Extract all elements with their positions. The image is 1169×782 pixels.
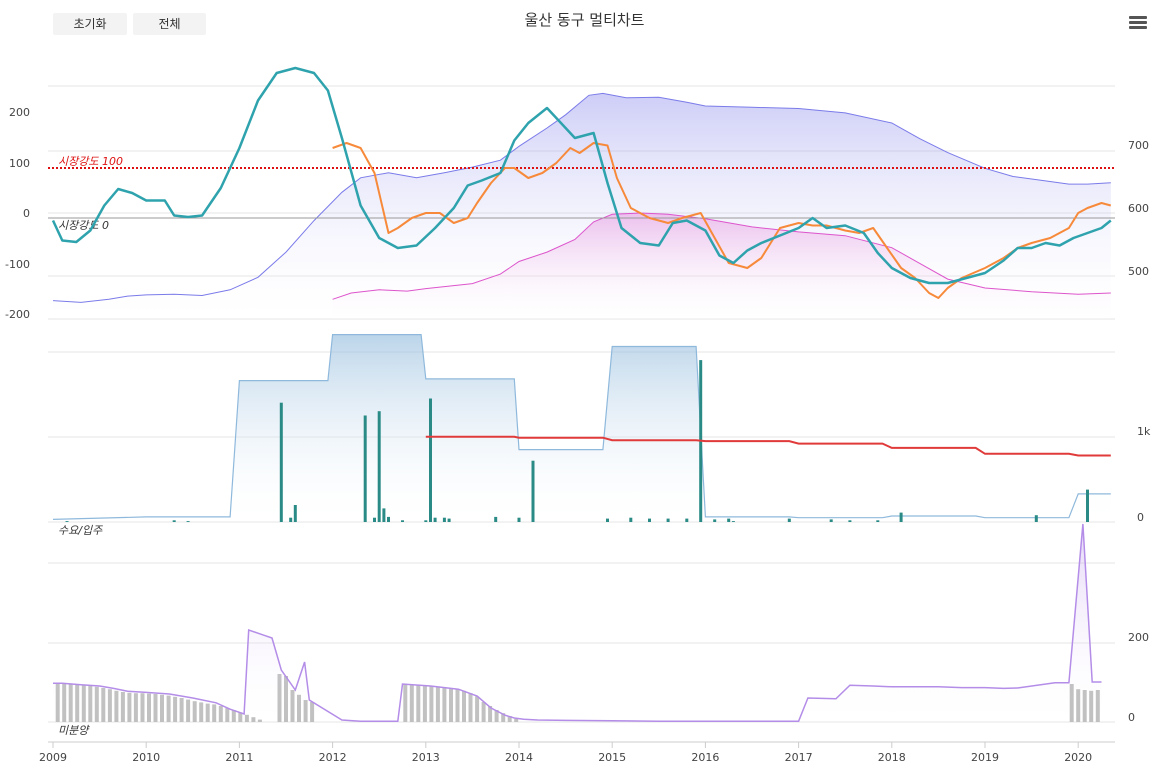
y-right-tick-label: 500 xyxy=(1128,265,1149,278)
occupancy-bar xyxy=(293,505,297,522)
primary-area-line xyxy=(52,92,1111,303)
y-right-tick-label: 600 xyxy=(1128,202,1149,215)
occupancy-bar xyxy=(429,398,432,522)
occupancy-bar xyxy=(401,520,404,522)
y-right-tick-label: 1k xyxy=(1137,425,1151,438)
occupancy-bar xyxy=(531,460,535,522)
x-tick-label: 2019 xyxy=(971,751,999,764)
y-right-tick-label: 0 xyxy=(1137,511,1144,524)
x-tick-label: 2013 xyxy=(412,751,440,764)
menu-bar xyxy=(1129,26,1147,29)
occupancy-bar xyxy=(279,402,283,522)
unsold-area-fill xyxy=(53,524,1102,722)
occupancy-bar xyxy=(442,517,446,522)
occupancy-bar xyxy=(876,520,880,522)
occupancy-bar xyxy=(629,517,633,522)
occupancy-bar xyxy=(731,521,735,522)
unsold-line xyxy=(53,523,1102,722)
occupancy-bar xyxy=(727,518,731,522)
occupancy-bar xyxy=(186,521,190,522)
occupancy-bar xyxy=(387,516,390,522)
x-tick-label: 2017 xyxy=(785,751,813,764)
y-left-tick-label: 100 xyxy=(9,157,30,170)
occupancy-bar xyxy=(787,518,791,522)
reference-label-0: 시장강도 0 xyxy=(58,219,109,232)
y-right-tick-label: 200 xyxy=(1128,631,1149,644)
occupancy-bar xyxy=(648,518,651,522)
hamburger-menu-icon[interactable] xyxy=(1129,16,1147,30)
occupancy-bar xyxy=(517,517,521,522)
x-tick-label: 2018 xyxy=(878,751,906,764)
y-left-tick-label: 200 xyxy=(9,106,30,119)
menu-bar xyxy=(1129,16,1147,19)
y-left-tick-label: 0 xyxy=(23,207,30,220)
occupancy-bar xyxy=(899,512,903,522)
x-tick-label: 2011 xyxy=(225,751,253,764)
x-tick-label: 2015 xyxy=(598,751,626,764)
show-all-button[interactable]: 전체 xyxy=(133,13,206,35)
occupancy-bar xyxy=(65,521,69,522)
y-right-tick-label: 0 xyxy=(1128,711,1135,724)
occupancy-bar xyxy=(1086,489,1089,522)
occupancy-bar xyxy=(382,508,386,522)
x-tick-label: 2009 xyxy=(39,751,67,764)
secondary-area-fill xyxy=(332,213,1111,319)
occupancy-bar xyxy=(172,520,176,522)
occupancy-bar xyxy=(666,518,670,522)
reference-label-100: 시장강도 100 xyxy=(58,155,123,168)
panel-label-unsold: 미분양 xyxy=(58,724,90,737)
occupancy-bar xyxy=(363,415,367,522)
occupancy-bar xyxy=(713,519,717,522)
occupancy-bar xyxy=(289,517,293,522)
x-tick-label: 2012 xyxy=(319,751,347,764)
occupancy-bar xyxy=(494,516,498,522)
supply-line xyxy=(52,334,1111,520)
occupancy-bar xyxy=(606,518,609,522)
teal-series-line xyxy=(51,66,1112,285)
x-tick-label: 2020 xyxy=(1064,751,1092,764)
occupancy-bar xyxy=(424,520,428,522)
y-right-tick-label: 700 xyxy=(1128,139,1149,152)
occupancy-bar xyxy=(685,518,689,522)
occupancy-bar xyxy=(447,518,451,522)
chart-title: 울산 동구 멀티차트 xyxy=(524,11,645,29)
occupancy-bar xyxy=(377,411,381,522)
x-tick-label: 2010 xyxy=(132,751,160,764)
occupancy-bar xyxy=(1034,515,1038,522)
red-series-line xyxy=(425,435,1111,457)
reset-button[interactable]: 초기화 xyxy=(53,13,127,35)
orange-series-line xyxy=(332,142,1112,299)
y-left-tick-label: -100 xyxy=(5,258,30,271)
x-tick-label: 2016 xyxy=(691,751,719,764)
occupancy-bar xyxy=(373,517,376,522)
menu-bar xyxy=(1129,21,1147,24)
occupancy-bar xyxy=(433,517,437,522)
x-tick-label: 2014 xyxy=(505,751,533,764)
occupancy-bar xyxy=(829,519,833,522)
supply-area-fill xyxy=(53,334,1111,522)
y-left-tick-label: -200 xyxy=(5,308,30,321)
occupancy-bar xyxy=(848,520,852,522)
panel-label-supply: 수요/입주 xyxy=(58,524,103,537)
